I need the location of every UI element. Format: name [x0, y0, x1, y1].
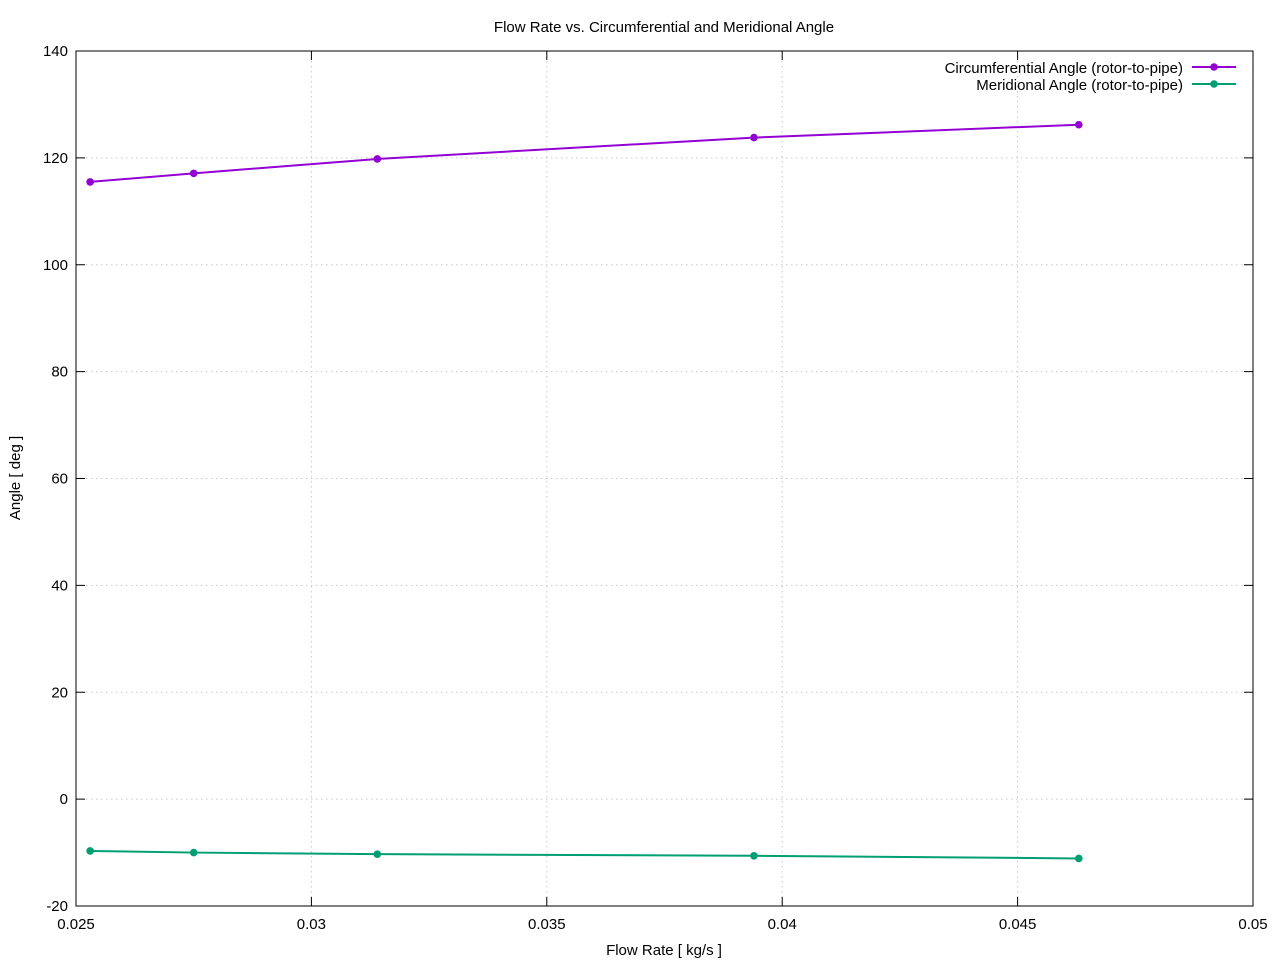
x-tick-label: 0.04: [768, 916, 797, 933]
y-tick-labels: -20 0 20 40 60 80 100 120 140: [43, 43, 68, 915]
x-tick-label: 0.035: [528, 916, 566, 933]
data-point-meridional: [750, 851, 758, 860]
y-axis-title: Angle [ deg ]: [7, 436, 24, 520]
y-tick-label: 100: [43, 257, 68, 274]
data-point-meridional: [189, 848, 198, 857]
legend-swatch-marker-circumferential: [1210, 63, 1218, 71]
tick-marks: [75, 50, 1254, 907]
y-tick-label: 20: [51, 684, 68, 701]
data-point-circumferential: [750, 133, 758, 142]
data-point-circumferential: [1075, 120, 1083, 129]
x-tick-label: 0.03: [297, 916, 326, 933]
data-point-meridional: [1075, 854, 1083, 863]
x-tick-label: 0.045: [999, 916, 1037, 933]
legend: Circumferential Angle (rotor-to-pipe) Me…: [945, 60, 1236, 94]
x-tick-labels: 0.025 0.03 0.035 0.04 0.045 0.05: [57, 916, 1267, 933]
x-tick-label: 0.05: [1238, 916, 1267, 933]
legend-label-circumferential: Circumferential Angle (rotor-to-pipe): [945, 60, 1183, 77]
gridlines: [76, 51, 1253, 906]
data-point-meridional: [373, 850, 382, 858]
y-tick-label: -20: [46, 898, 68, 915]
y-tick-label: 140: [43, 43, 68, 60]
legend-item-circumferential: Circumferential Angle (rotor-to-pipe): [945, 60, 1236, 77]
y-tick-label: 40: [51, 577, 68, 594]
data-series: [86, 120, 1083, 863]
legend-label-meridional: Meridional Angle (rotor-to-pipe): [976, 77, 1183, 94]
y-tick-label: 80: [51, 364, 68, 381]
data-point-meridional: [86, 847, 94, 855]
y-tick-label: 60: [51, 471, 68, 488]
plot-frame: [75, 50, 1254, 907]
x-tick-label: 0.025: [57, 916, 95, 933]
y-tick-label: 120: [43, 150, 68, 167]
data-point-circumferential: [189, 169, 198, 178]
x-axis-title: Flow Rate [ kg/s ]: [606, 942, 722, 959]
y-tick-label: 0: [60, 791, 68, 808]
legend-swatch-marker-meridional: [1210, 80, 1218, 88]
data-point-circumferential: [86, 178, 94, 186]
data-point-circumferential: [373, 155, 382, 163]
chart-title: Flow Rate vs. Circumferential and Meridi…: [494, 19, 834, 36]
legend-item-meridional: Meridional Angle (rotor-to-pipe): [976, 77, 1236, 94]
